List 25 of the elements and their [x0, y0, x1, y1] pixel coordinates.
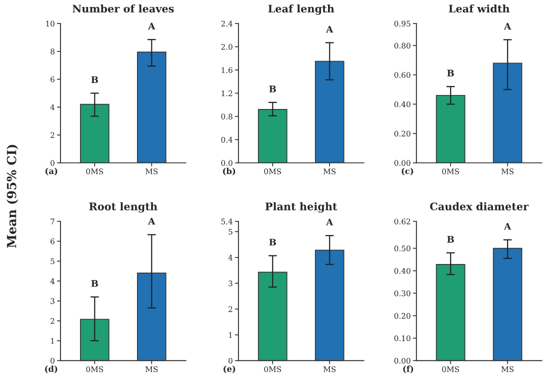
annotation: A: [326, 218, 334, 226]
annotation: B: [91, 76, 98, 83]
chart-title: Leaf width: [448, 4, 510, 13]
chart-title: Caudex diameter: [430, 202, 529, 210]
chart-title: Number of leaves: [72, 4, 174, 13]
y-axis-title: Mean (95% CI): [6, 144, 18, 248]
annotation: B: [269, 86, 276, 92]
text: (e): [224, 366, 236, 374]
chart-title: Leaf length: [268, 4, 334, 15]
annotation: A: [326, 26, 334, 32]
text: (d): [45, 366, 58, 374]
annotation: B: [447, 70, 454, 76]
chart-title: Plant height: [265, 202, 338, 213]
annotation: B: [269, 238, 276, 246]
annotation: B: [447, 236, 454, 243]
annotation: B: [91, 280, 98, 287]
text: (a): [45, 168, 58, 176]
annotation: A: [148, 218, 156, 224]
annotation: A: [148, 22, 156, 30]
text: (b): [223, 168, 236, 176]
annotation: A: [504, 222, 512, 230]
annotation: A: [504, 22, 512, 30]
chart-title: Root length: [89, 202, 158, 213]
text: (f): [403, 366, 414, 374]
text: (c): [402, 168, 414, 176]
